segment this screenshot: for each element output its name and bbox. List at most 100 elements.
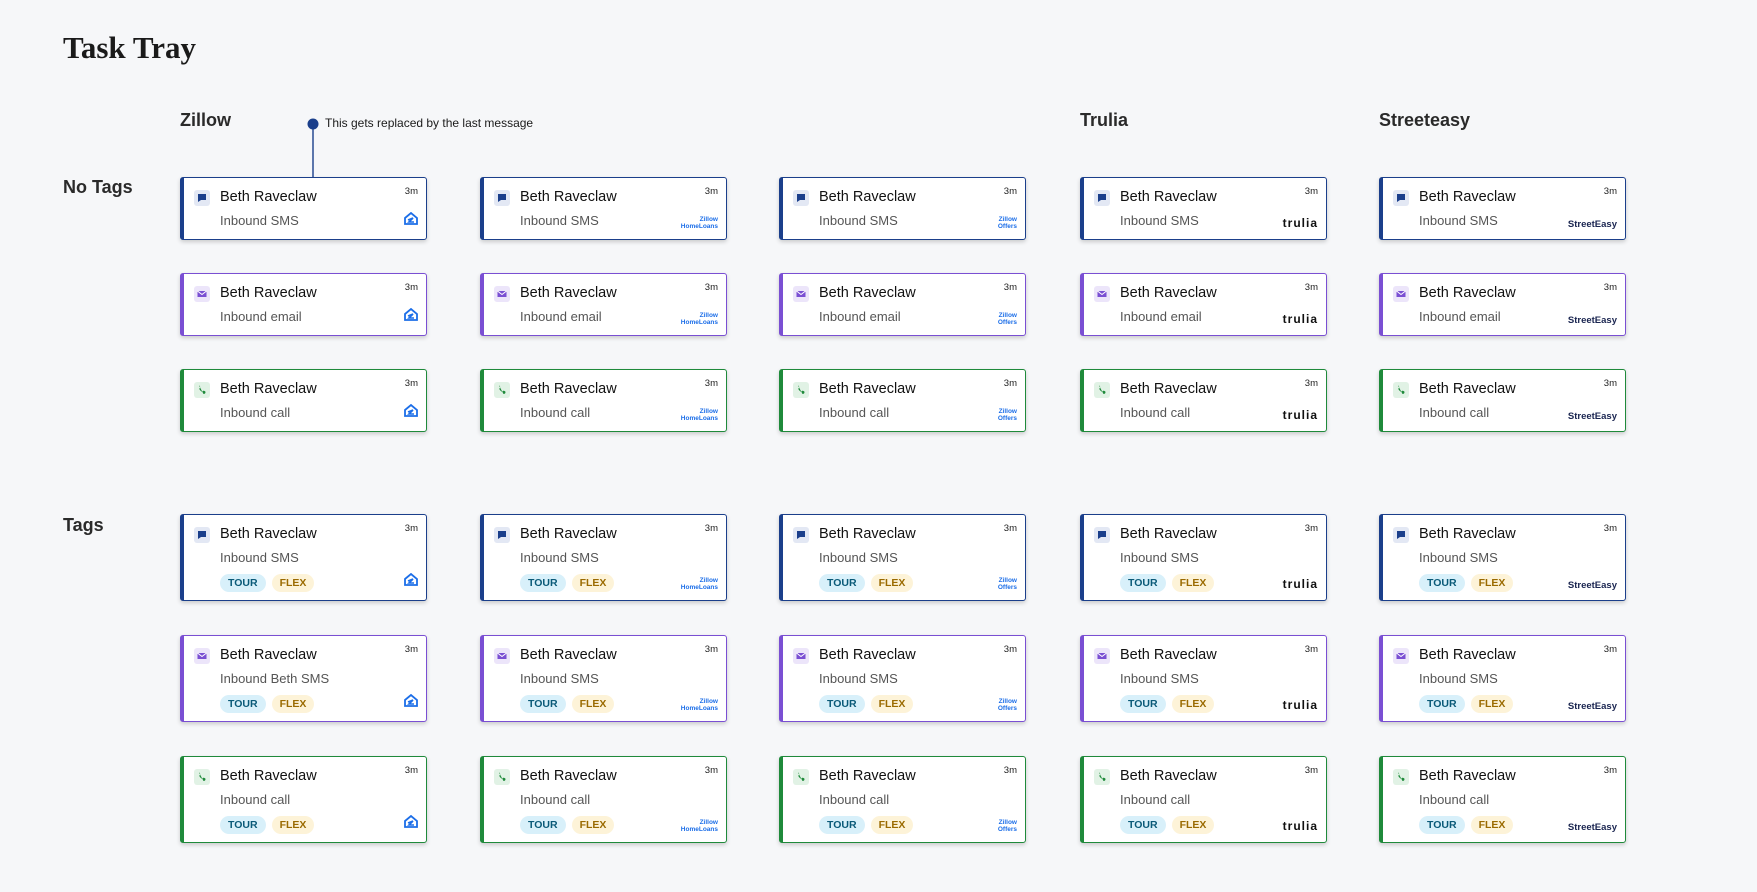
tag: TOUR <box>819 695 865 713</box>
contact-name: Beth Raveclaw <box>1120 381 1217 397</box>
task-card[interactable]: Beth Raveclaw Inbound call 3m Zillow Offers <box>779 369 1026 432</box>
tag-list: TOUR FLEX <box>1419 816 1514 834</box>
brand-logo-text: StreetEasy <box>1567 411 1617 422</box>
task-card[interactable]: Beth Raveclaw Inbound call 3m StreetEasy TOU… <box>1379 756 1626 843</box>
tag: FLEX <box>870 574 914 592</box>
time-ago: 3m <box>1304 282 1318 293</box>
brand-logo-text: StreetEasy <box>1567 315 1617 326</box>
brand-logo: Zillow Offers <box>998 577 1017 591</box>
brand-logo: trulia <box>1283 819 1318 833</box>
tag: FLEX <box>870 816 914 834</box>
task-card[interactable]: Beth Raveclaw Inbound call 3m Zillow HomeLoa… <box>480 369 727 432</box>
task-card[interactable]: Beth Raveclaw Inbound Beth SMS 3m TOUR FLEX <box>180 635 427 722</box>
message-preview: Inbound call <box>220 792 291 807</box>
brand-logo-text: Zillow <box>699 698 718 705</box>
brand-logo: StreetEasy <box>1568 411 1617 422</box>
tag-list: TOUR FLEX <box>819 695 914 713</box>
brand-logo <box>404 572 418 591</box>
task-card[interactable]: Beth Raveclaw Inbound SMS 3m trulia TOUR FLEX <box>1080 635 1327 722</box>
message-preview: Inbound call <box>220 405 291 420</box>
contact-name: Beth Raveclaw <box>1419 285 1516 301</box>
task-card[interactable]: Beth Raveclaw Inbound call 3m <box>180 369 427 432</box>
time-ago: 3m <box>404 378 418 389</box>
time-ago: 3m <box>704 378 718 389</box>
message-preview: Inbound SMS <box>819 550 898 565</box>
tag-list: TOUR FLEX <box>1120 816 1215 834</box>
brand-logo: Zillow Offers <box>998 698 1017 712</box>
tag: TOUR <box>520 695 566 713</box>
message-preview: Inbound call <box>520 405 591 420</box>
task-card[interactable]: Beth Raveclaw Inbound SMS 3m Zillow Offers TO… <box>779 635 1026 722</box>
channel-icon <box>1393 190 1409 206</box>
contact-name: Beth Raveclaw <box>220 526 317 542</box>
task-card[interactable]: Beth Raveclaw Inbound SMS 3m trulia <box>1080 177 1327 240</box>
task-card[interactable]: Beth Raveclaw Inbound call 3m trulia TOUR FLE… <box>1080 756 1327 843</box>
message-preview: Inbound call <box>819 792 890 807</box>
contact-name: Beth Raveclaw <box>1419 526 1516 542</box>
tag-list: TOUR FLEX <box>520 574 615 592</box>
task-card[interactable]: Beth Raveclaw Inbound SMS 3m Zillow HomeLoan… <box>480 635 727 722</box>
task-card[interactable]: Beth Raveclaw Inbound SMS 3m Zillow HomeLoan… <box>480 514 727 601</box>
brand-logo-text: Offers <box>997 223 1017 230</box>
time-ago: 3m <box>1003 523 1017 534</box>
tag: FLEX <box>1171 816 1215 834</box>
contact-name: Beth Raveclaw <box>819 526 916 542</box>
tag: TOUR <box>220 816 266 834</box>
task-card[interactable]: Beth Raveclaw Inbound SMS 3m Zillow Offers <box>779 177 1026 240</box>
message-preview: Inbound SMS <box>1419 213 1498 228</box>
task-card[interactable]: Beth Raveclaw Inbound SMS 3m StreetEasy <box>1379 177 1626 240</box>
time-ago: 3m <box>704 644 718 655</box>
time-ago: 3m <box>1603 523 1617 534</box>
brand-logo-text: Offers <box>997 584 1017 591</box>
task-card[interactable]: Beth Raveclaw Inbound SMS 3m TOUR FLEX <box>180 514 427 601</box>
task-card[interactable]: Beth Raveclaw Inbound call 3m trulia <box>1080 369 1327 432</box>
brand-logo: trulia <box>1283 577 1318 591</box>
task-card[interactable]: Beth Raveclaw Inbound call 3m Zillow Offers T… <box>779 756 1026 843</box>
task-card[interactable]: Beth Raveclaw Inbound email 3m Zillow HomeLo… <box>480 273 727 336</box>
channel-icon <box>793 190 809 206</box>
section-label: Tags <box>63 515 104 535</box>
time-ago: 3m <box>1003 282 1017 293</box>
message-preview: Inbound email <box>1419 309 1501 324</box>
contact-name: Beth Raveclaw <box>520 647 617 663</box>
task-card[interactable]: Beth Raveclaw Inbound email 3m trulia <box>1080 273 1327 336</box>
time-ago: 3m <box>704 186 718 197</box>
channel-icon <box>1094 527 1110 543</box>
tag: FLEX <box>1470 695 1514 713</box>
task-card[interactable]: Beth Raveclaw Inbound call 3m Zillow HomeLoa… <box>480 756 727 843</box>
brand-logo-text: Zillow <box>998 698 1017 705</box>
message-preview: Inbound SMS <box>819 213 898 228</box>
task-card[interactable]: Beth Raveclaw Inbound email 3m <box>180 273 427 336</box>
time-ago: 3m <box>704 282 718 293</box>
brand-logo-text: HomeLoans <box>680 705 718 712</box>
channel-icon <box>793 527 809 543</box>
task-card[interactable]: Beth Raveclaw Inbound email 3m Zillow Offers <box>779 273 1026 336</box>
task-card[interactable]: Beth Raveclaw Inbound SMS 3m Zillow Offers TO… <box>779 514 1026 601</box>
message-preview: Inbound email <box>1120 309 1202 324</box>
tag: FLEX <box>1470 574 1514 592</box>
channel-icon <box>793 648 809 664</box>
task-card[interactable]: Beth Raveclaw Inbound email 3m StreetEasy <box>1379 273 1626 336</box>
brand-logo <box>404 211 418 230</box>
channel-icon <box>194 648 210 664</box>
tag: FLEX <box>271 695 315 713</box>
contact-name: Beth Raveclaw <box>1419 381 1516 397</box>
task-card[interactable]: Beth Raveclaw Inbound SMS 3m Zillow HomeLoan… <box>480 177 727 240</box>
task-card[interactable]: Beth Raveclaw Inbound SMS 3m StreetEasy TOUR… <box>1379 635 1626 722</box>
time-ago: 3m <box>1304 644 1318 655</box>
time-ago: 3m <box>404 523 418 534</box>
brand-logo-text: StreetEasy <box>1567 822 1617 833</box>
brand-logo-text: HomeLoans <box>680 584 718 591</box>
task-card[interactable]: Beth Raveclaw Inbound call 3m TOUR FLEX <box>180 756 427 843</box>
column-header: Zillow <box>180 110 231 130</box>
brand-logo-text: Offers <box>997 415 1017 422</box>
task-card[interactable]: Beth Raveclaw Inbound SMS 3m <box>180 177 427 240</box>
time-ago: 3m <box>1304 186 1318 197</box>
task-card[interactable]: Beth Raveclaw Inbound call 3m StreetEasy <box>1379 369 1626 432</box>
brand-logo: Zillow HomeLoans <box>681 408 718 422</box>
task-card[interactable]: Beth Raveclaw Inbound SMS 3m trulia TOUR FLEX <box>1080 514 1327 601</box>
task-card[interactable]: Beth Raveclaw Inbound SMS 3m StreetEasy TOUR… <box>1379 514 1626 601</box>
tag-list: TOUR FLEX <box>220 574 315 592</box>
brand-logo: Zillow Offers <box>998 312 1017 326</box>
tag-list: TOUR FLEX <box>1419 574 1514 592</box>
